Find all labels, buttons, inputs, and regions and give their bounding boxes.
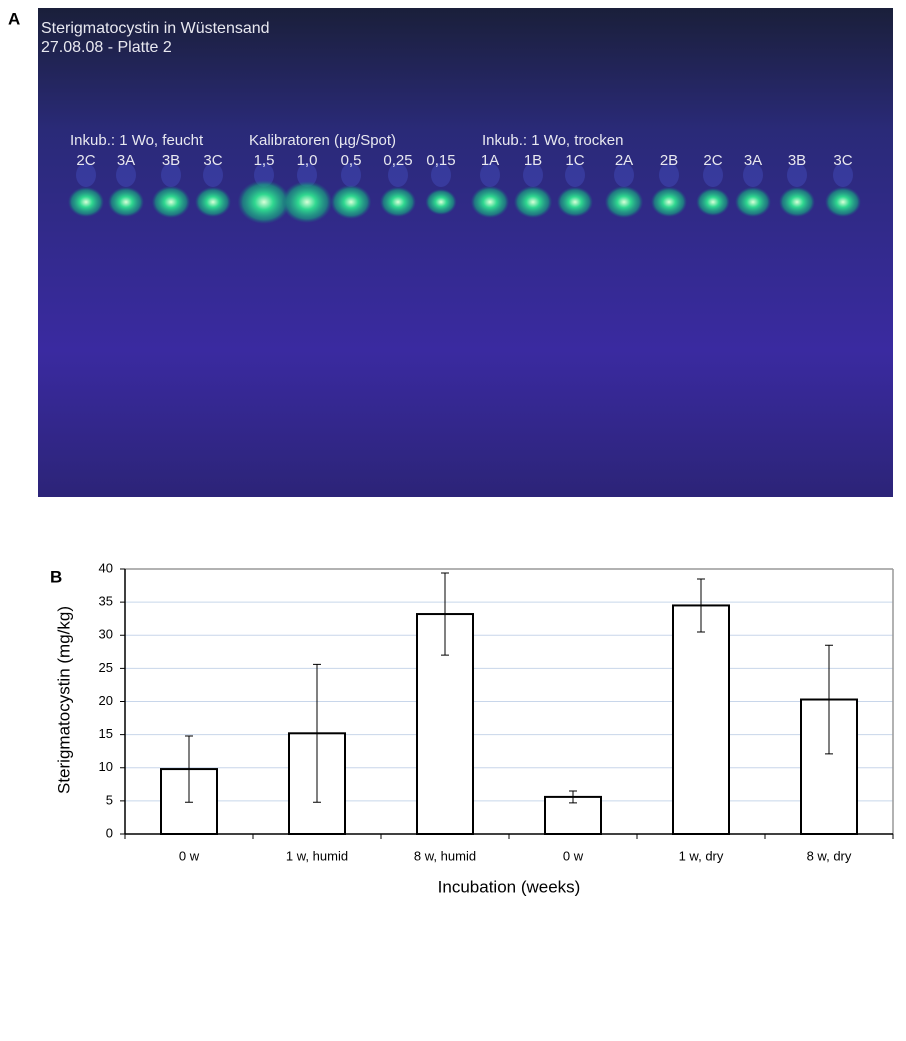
plate-smear [743, 163, 763, 187]
lane-label: 1,0 [297, 152, 318, 169]
plate-smear [659, 163, 679, 187]
plate-spot [651, 187, 687, 217]
y-tick-label: 25 [99, 660, 113, 675]
plate-spot [696, 188, 730, 216]
plate-smear [614, 163, 634, 187]
lane-label: 0,5 [341, 152, 362, 169]
error-bar [825, 644, 833, 755]
plate-spot [470, 186, 510, 218]
plate-smear [565, 163, 585, 187]
lane-label: 0,15 [426, 152, 455, 169]
lane-label: 3A [744, 152, 762, 169]
plate-smear [388, 163, 408, 187]
x-axis-title: Incubation (weeks) [438, 877, 581, 896]
panel-label: B [50, 567, 62, 586]
plate-spot [195, 187, 231, 217]
plate-smear [523, 163, 543, 187]
plate-smear [480, 163, 500, 187]
plate-smear [116, 163, 136, 187]
lane-label: 0,25 [383, 152, 412, 169]
plate-spot [779, 187, 815, 217]
plate-spot [557, 187, 593, 217]
plate-smear [787, 163, 807, 187]
plate-smear [161, 163, 181, 187]
lane-label: 3A [117, 152, 135, 169]
plate-spot [281, 181, 333, 223]
y-tick-label: 5 [106, 792, 113, 807]
plate-group: Inkub.: 1 Wo, feucht [70, 132, 204, 149]
error-bar [697, 578, 705, 633]
plate-title: Sterigmatocystin in Wüstensand [41, 20, 270, 37]
lane-label: 1A [481, 152, 499, 169]
y-tick-label: 40 [99, 560, 113, 575]
x-tick-label: 8 w, dry [807, 848, 852, 863]
lane-label: 3B [162, 152, 180, 169]
plate-subtitle: 27.08.08 - Platte 2 [41, 39, 172, 56]
lane-label: 1,5 [254, 152, 275, 169]
plate-group: Kalibratoren (µg/Spot) [249, 132, 396, 149]
plate-smear [833, 163, 853, 187]
plate-smear [297, 163, 317, 187]
bar [672, 604, 730, 835]
lane-label: 2C [76, 152, 95, 169]
plate-smear [703, 163, 723, 187]
y-tick-label: 0 [106, 825, 113, 840]
error-bar [441, 572, 449, 656]
error-bar [313, 663, 321, 803]
plate-smear [203, 163, 223, 187]
lane-label: 1B [524, 152, 542, 169]
plate-smear [431, 163, 451, 187]
lane-label: 1C [565, 152, 584, 169]
x-tick-label: 0 w [563, 848, 584, 863]
plate-spot [513, 186, 553, 218]
y-tick-label: 20 [99, 693, 113, 708]
plate-spot [151, 186, 191, 218]
plate-group: Inkub.: 1 Wo, trocken [482, 132, 623, 149]
plate-spot [735, 187, 771, 217]
plate-spot [425, 189, 457, 215]
plate-spot [237, 180, 291, 224]
plate-lanes: 2C 3A 3B 3C 1,5 1,0 0,5 0,25 0,15 1A 1B 1C 2A 2B 2C 3A 3… [68, 152, 861, 224]
plate-spot [604, 186, 644, 218]
bar-chart: 0 5 10 15 20 25 30 35 40 0 w 1 w, humid 8 w, humid 0… [54, 560, 894, 896]
lane-label: 2B [660, 152, 678, 169]
plate-spot [108, 187, 144, 217]
error-bar [569, 790, 577, 804]
tlc-plate [38, 8, 893, 497]
x-tick-label: 8 w, humid [414, 848, 476, 863]
y-tick-label: 30 [99, 627, 113, 642]
plate-spot [330, 185, 372, 219]
plate-spot [68, 187, 104, 217]
panel-label: A [8, 9, 20, 28]
x-tick-label: 0 w [179, 848, 200, 863]
lane-label: 2C [703, 152, 722, 169]
plate-smear [341, 163, 361, 187]
y-tick-label: 15 [99, 726, 113, 741]
lane-label: 3C [203, 152, 222, 169]
x-tick-label: 1 w, dry [679, 848, 724, 863]
lane-label: 2A [615, 152, 633, 169]
x-tick-label: 1 w, humid [286, 848, 348, 863]
error-bar [185, 735, 193, 803]
y-axis-title: Sterigmatocystin (mg/kg) [54, 606, 73, 794]
plate-spot [825, 187, 861, 217]
plate-smear [76, 163, 96, 187]
lane-label: 3B [788, 152, 806, 169]
y-tick-label: 10 [99, 759, 113, 774]
lane-label: 3C [833, 152, 852, 169]
plate-spot [380, 187, 416, 217]
y-tick-label: 35 [99, 594, 113, 609]
